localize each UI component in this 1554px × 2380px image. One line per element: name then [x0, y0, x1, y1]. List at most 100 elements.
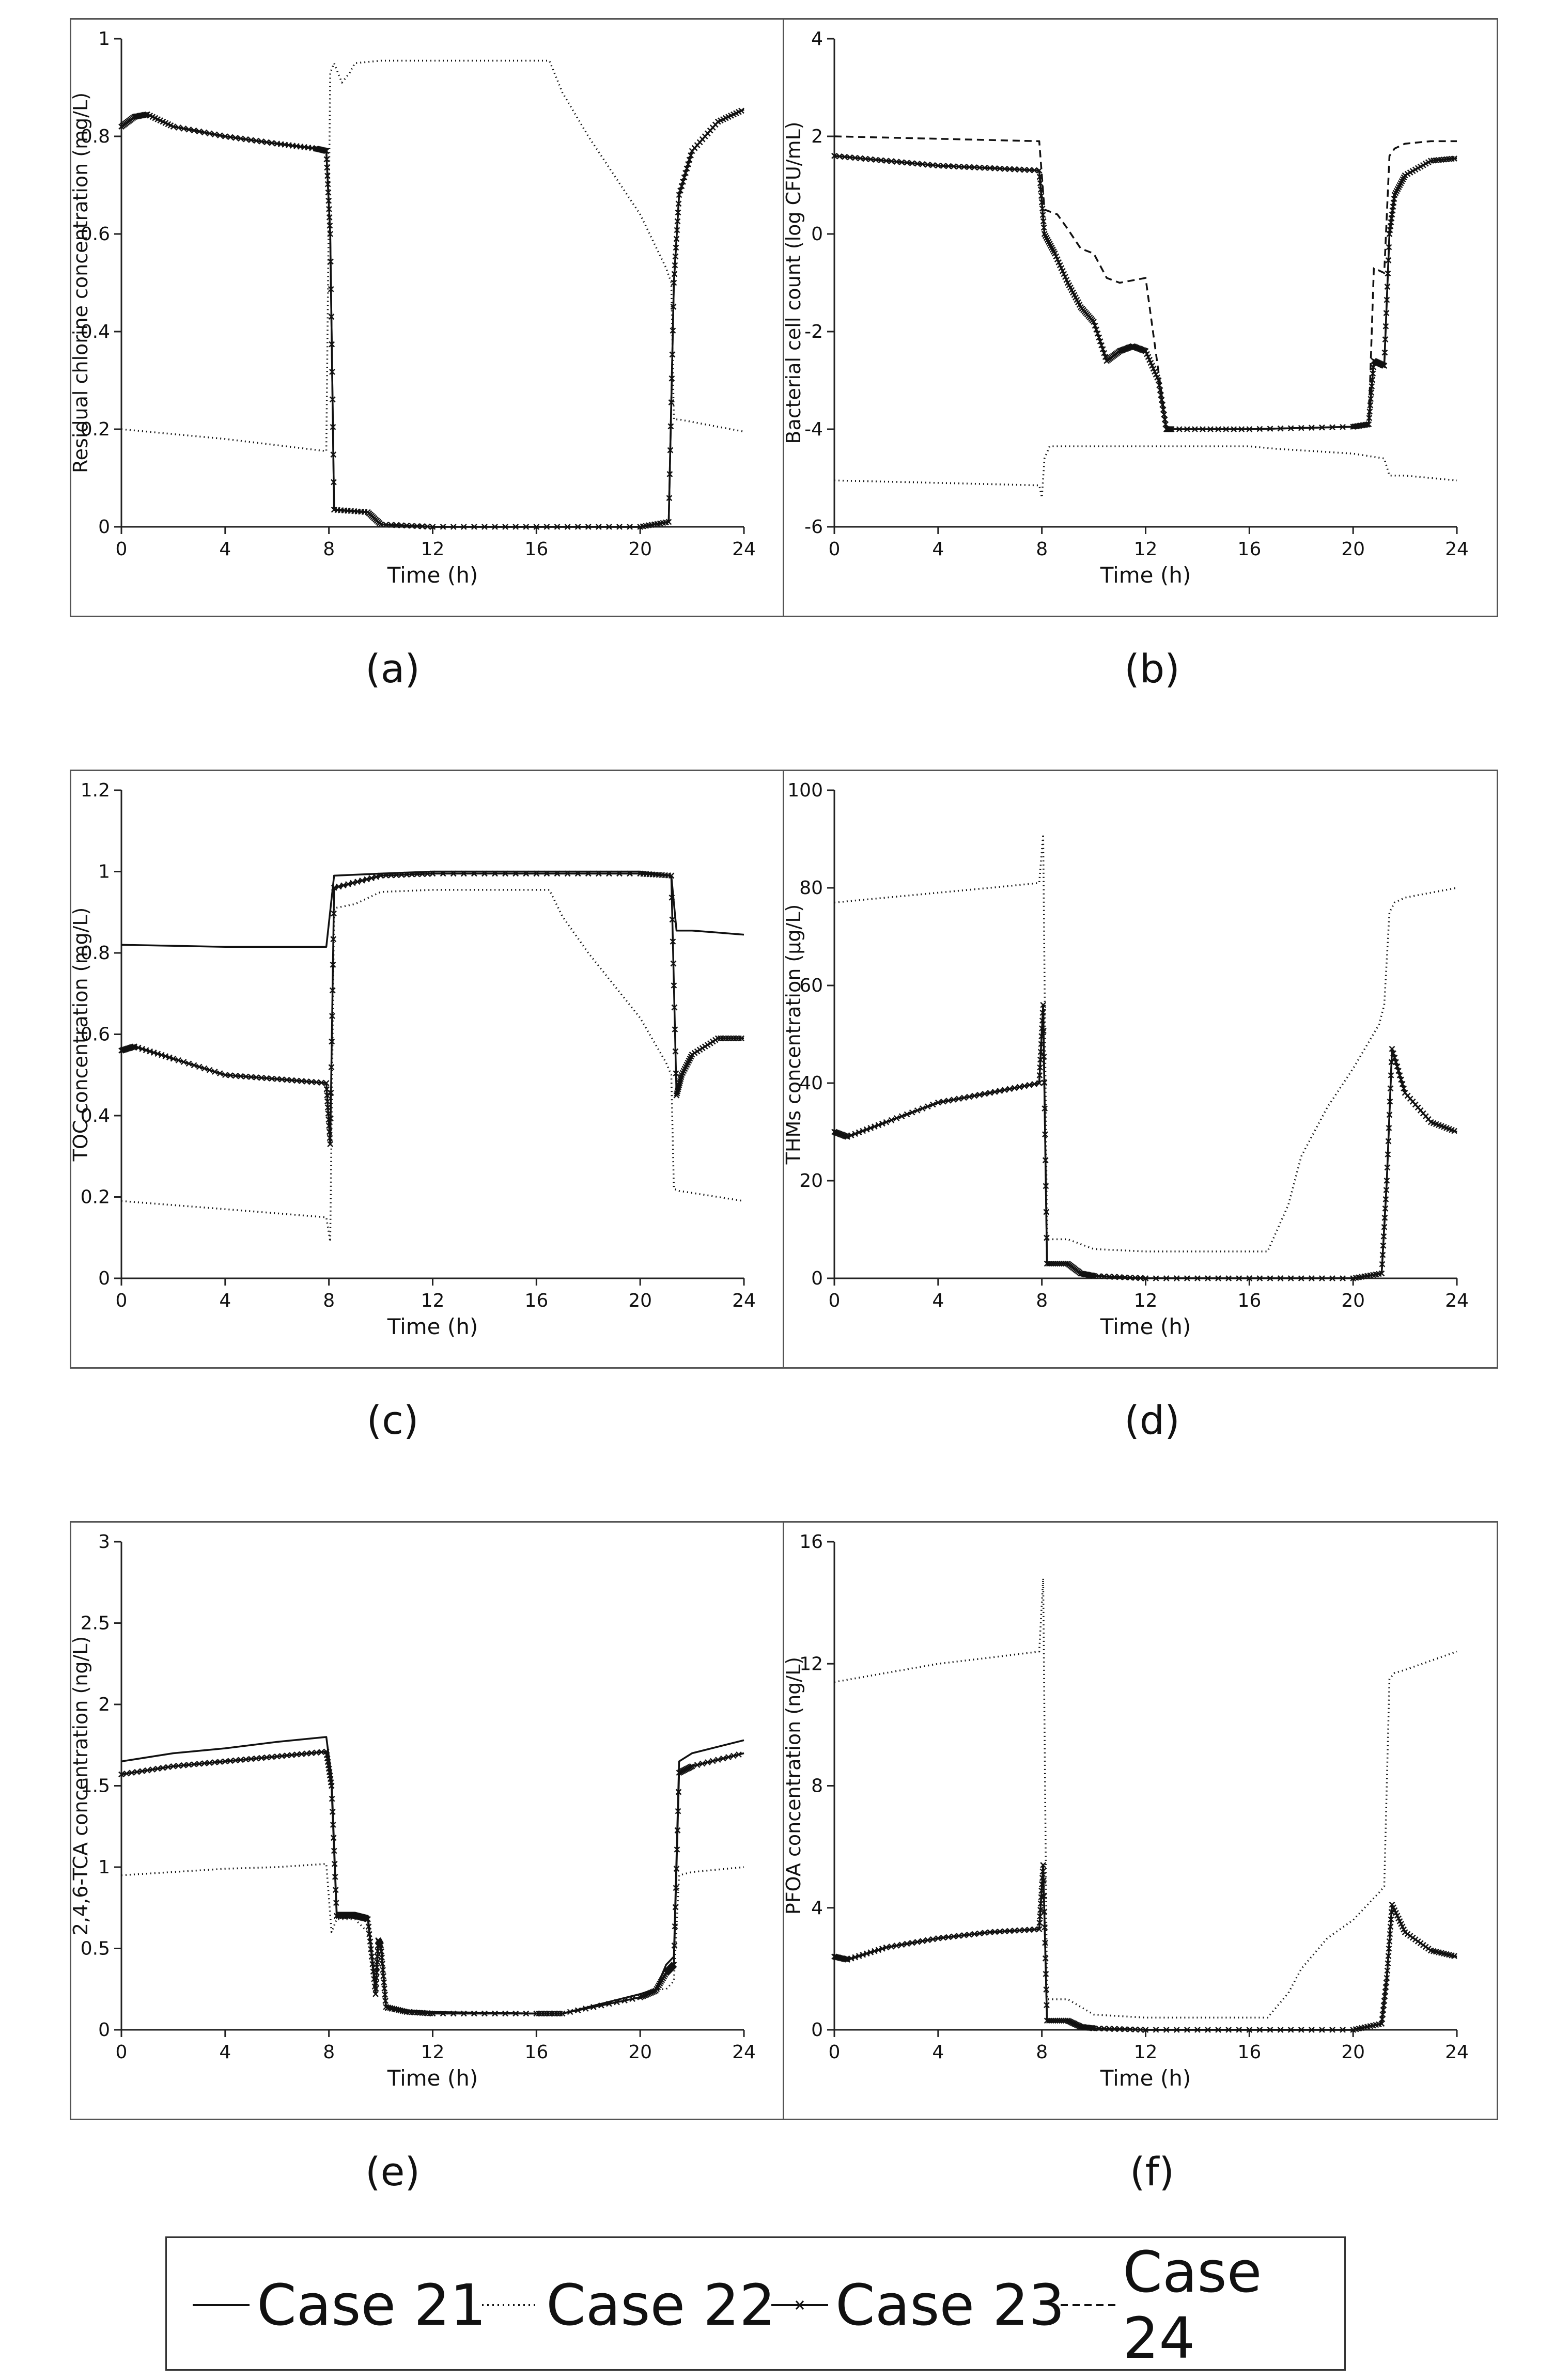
series-marker-case-23 — [694, 1762, 701, 1768]
series-marker-case-23 — [238, 1757, 244, 1763]
series-marker-case-23 — [1205, 2027, 1211, 2033]
series-marker-case-23 — [1385, 1151, 1391, 1157]
x-axis-title: Time (h) — [1100, 562, 1191, 588]
legend-item-case-21: Case 21 — [193, 2238, 486, 2372]
x-tick-label: 20 — [628, 1290, 652, 1311]
series-marker-case-23 — [670, 938, 676, 945]
series-marker-case-23 — [686, 156, 693, 163]
series-marker-case-23 — [248, 1756, 254, 1762]
series-marker-case-23 — [674, 1846, 680, 1853]
chart-frame — [70, 1521, 785, 2120]
series-marker-case-23 — [1031, 167, 1037, 174]
series-marker-case-23 — [898, 1941, 905, 1948]
series-marker-case-23 — [982, 1930, 988, 1936]
series-marker-case-23 — [951, 1097, 957, 1103]
y-tick-label: 1.2 — [81, 780, 110, 801]
series-marker-case-23 — [606, 870, 612, 877]
series-marker-case-23 — [1092, 322, 1098, 329]
series-marker-case-23 — [328, 1782, 335, 1789]
series-marker-case-23 — [1386, 1111, 1393, 1118]
series-marker-case-23 — [668, 399, 675, 405]
series-marker-case-23 — [675, 1808, 681, 1814]
legend-swatch-case-24 — [1061, 2304, 1116, 2306]
series-marker-case-23 — [1184, 1275, 1190, 1281]
series-marker-case-23 — [683, 165, 690, 172]
series-marker-case-23 — [206, 130, 213, 137]
y-tick-label: 2 — [98, 1694, 110, 1715]
series-marker-case-23 — [308, 1078, 315, 1085]
x-tick-label: 16 — [524, 1290, 548, 1311]
series-marker-case-23 — [1267, 2027, 1273, 2033]
series-marker-case-23 — [971, 164, 978, 170]
series-marker-case-23 — [414, 871, 421, 878]
series-marker-case-23 — [196, 128, 203, 135]
x-tick-label: 8 — [323, 539, 335, 560]
series-marker-case-23 — [1156, 382, 1162, 388]
series-marker-case-23 — [731, 1752, 737, 1759]
series-marker-case-23 — [564, 524, 571, 530]
series-marker-case-23 — [359, 877, 365, 884]
series-marker-case-23 — [909, 160, 915, 166]
series-marker-case-23 — [1040, 1028, 1047, 1034]
series-marker-case-23 — [1091, 2025, 1097, 2031]
x-tick-label: 8 — [1036, 539, 1048, 560]
x-tick-label: 8 — [1036, 1290, 1048, 1311]
series-marker-case-23 — [951, 163, 957, 170]
series-marker-case-23 — [1385, 1960, 1391, 1967]
series-marker-case-23 — [843, 1956, 849, 1963]
series-marker-case-23 — [303, 1078, 310, 1085]
series-marker-case-23 — [935, 1099, 941, 1106]
series-marker-case-23 — [879, 1120, 885, 1127]
chart-panel-b: 0 4 8 12 16 20 24 -6 -4 -2 0 2 4 Time (h) Bacterial ce… — [783, 18, 1498, 617]
series-marker-case-23 — [185, 1060, 192, 1067]
series-marker-case-23 — [1038, 1033, 1045, 1040]
y-tick-label: 0.6 — [81, 1024, 110, 1045]
chart-panel-d: 0 4 8 12 16 20 24 0 20 40 60 80 100 Time (h) THMs conc… — [783, 770, 1498, 1369]
series-marker-case-23 — [340, 882, 347, 889]
series-marker-case-23 — [403, 871, 410, 878]
y-axis-title: PFOA concentration (ng/L) — [783, 1657, 805, 1915]
series-marker-case-23 — [243, 136, 249, 143]
series-marker-case-23 — [374, 1953, 381, 1960]
series-marker-case-23 — [1393, 1059, 1399, 1066]
x-tick-label: 4 — [219, 2042, 231, 2063]
y-tick-label: 0.6 — [81, 224, 110, 245]
chart-svg-d: 0 4 8 12 16 20 24 0 20 40 60 80 100 Time (h) THMs conc… — [783, 770, 1498, 1369]
series-marker-case-23 — [1153, 1275, 1159, 1281]
series-marker-case-23 — [1036, 1080, 1043, 1086]
series-marker-case-23 — [123, 1770, 130, 1777]
series-marker-case-23 — [429, 2010, 436, 2017]
series-marker-case-23 — [1098, 342, 1105, 349]
series-marker-case-23 — [382, 1998, 389, 2004]
y-tick-label: 1 — [98, 862, 110, 883]
series-marker-case-23 — [216, 1759, 223, 1765]
series-marker-case-23 — [175, 1057, 182, 1063]
series-marker-case-23 — [196, 1761, 203, 1767]
series-marker-case-23 — [1386, 244, 1392, 250]
series-marker-case-23 — [160, 1764, 166, 1771]
series-marker-case-23 — [888, 1943, 895, 1950]
series-marker-case-23 — [966, 164, 972, 170]
series-marker-case-23 — [1384, 284, 1391, 290]
series-marker-case-23 — [367, 1938, 374, 1945]
series-marker-case-23 — [1379, 1251, 1386, 1258]
chart-frame — [70, 18, 785, 617]
series-marker-case-23 — [330, 424, 336, 430]
series-marker-case-23 — [1122, 2026, 1128, 2032]
series-marker-case-23 — [888, 1117, 895, 1123]
chart-frame — [783, 1521, 1498, 2120]
series-marker-case-23 — [450, 870, 457, 877]
series-marker-case-23 — [440, 2010, 446, 2017]
x-tick-label: 0 — [829, 1290, 841, 1311]
series-marker-case-23 — [331, 885, 337, 891]
series-marker-case-23 — [1387, 1099, 1393, 1105]
x-tick-label: 4 — [932, 2042, 944, 2063]
caption-e: (e) — [365, 2149, 421, 2195]
series-marker-case-23 — [329, 341, 335, 348]
series-marker-case-23 — [258, 1074, 265, 1081]
series-marker-case-23 — [559, 2010, 566, 2017]
series-marker-case-23 — [383, 521, 390, 528]
chart-frame — [783, 770, 1498, 1369]
series-marker-case-23 — [523, 2010, 530, 2017]
series-marker-case-23 — [1451, 1953, 1457, 1959]
